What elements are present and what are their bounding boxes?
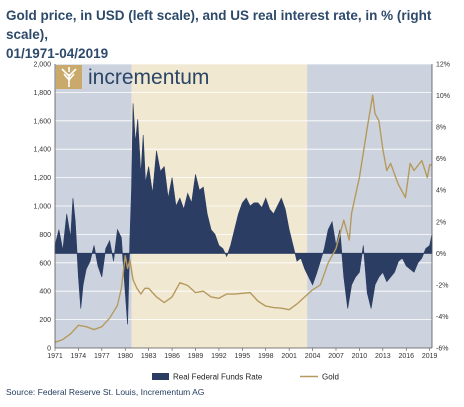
legend-label-rate: Real Federal Funds Rate <box>173 373 263 382</box>
x-tick-label: 2001 <box>281 353 297 360</box>
x-tick-label: 1986 <box>164 353 180 360</box>
right-tick-label: 4% <box>436 188 446 195</box>
series-gold <box>54 94 432 343</box>
right-tick-label: 0% <box>436 251 446 258</box>
x-tick-label: 2010 <box>352 353 368 360</box>
logo-text: incrementum <box>88 66 209 89</box>
right-tick-label: 2% <box>436 219 446 226</box>
left-tick-label: 1,800 <box>33 90 51 97</box>
axes <box>54 64 433 349</box>
source-note: Source: Federal Reserve St. Louis, Incre… <box>6 387 205 397</box>
left-axis-ticks: 0 200 400 600 800 1,000 1,200 1,400 1,600 1,800 2,… <box>33 62 51 353</box>
x-tick-label: 1971 <box>47 353 63 360</box>
x-tick-label: 2004 <box>305 353 321 360</box>
right-tick-label: 10% <box>436 93 450 100</box>
x-axis-ticks: 1971 1974 1977 1980 1983 1986 1989 1992 1995 1998… <box>47 348 438 360</box>
left-tick-label: 800 <box>39 232 51 239</box>
series-real-federal-funds-rate <box>54 103 433 325</box>
left-tick-label: 0 <box>47 346 51 353</box>
x-tick-label: 2013 <box>375 353 391 360</box>
left-tick-label: 200 <box>39 317 51 324</box>
left-tick-label: 600 <box>39 260 51 267</box>
left-tick-label: 1,200 <box>33 175 51 182</box>
x-tick-label: 2007 <box>328 353 344 360</box>
legend-label-gold: Gold <box>322 373 339 382</box>
right-axis-ticks: -6% -4% -2% 0% 2% 4% 6% 8% 10% 12% <box>436 62 450 353</box>
left-tick-label: 2,000 <box>33 62 51 69</box>
x-tick-label: 1998 <box>258 353 274 360</box>
x-tick-label: 1989 <box>188 353 204 360</box>
chart-title: Gold price, in USD (left scale), and US … <box>6 6 462 63</box>
x-tick-label: 1977 <box>94 353 110 360</box>
x-tick-label: 1992 <box>211 353 227 360</box>
left-tick-label: 1,000 <box>33 204 51 211</box>
x-tick-label: 1995 <box>235 353 251 360</box>
left-tick-label: 1,400 <box>33 147 51 154</box>
right-tick-label: 12% <box>436 62 450 69</box>
chart-title-line-2: 01/1971-04/2019 <box>6 46 109 61</box>
chart-title-line-1: Gold price, in USD (left scale), and US … <box>6 8 432 42</box>
right-tick-label: 8% <box>436 125 446 132</box>
right-tick-label: -4% <box>436 314 448 321</box>
left-tick-label: 400 <box>39 289 51 296</box>
right-tick-label: 6% <box>436 156 446 163</box>
x-tick-label: 1974 <box>71 353 87 360</box>
legend: Real Federal Funds Rate Gold <box>152 373 339 382</box>
gold-line <box>54 94 432 343</box>
x-tick-label: 2016 <box>398 353 414 360</box>
x-tick-label: 2019 <box>422 353 438 360</box>
x-tick-label: 1983 <box>141 353 157 360</box>
legend-swatch-rate <box>152 373 169 380</box>
real-rate-area <box>54 103 433 325</box>
incrementum-logo: incrementum <box>56 65 209 89</box>
left-tick-label: 1,600 <box>33 118 51 125</box>
right-tick-label: -6% <box>436 346 448 353</box>
x-tick-label: 1980 <box>117 353 133 360</box>
right-tick-label: -2% <box>436 282 448 289</box>
